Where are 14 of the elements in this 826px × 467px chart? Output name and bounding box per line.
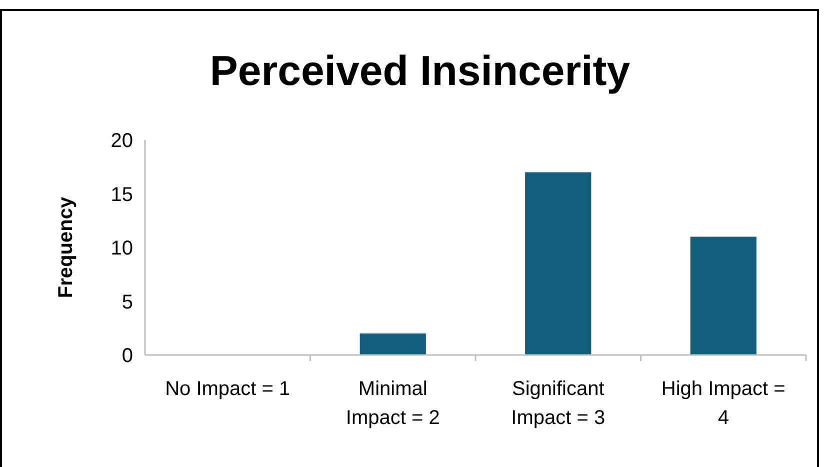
x-tick-label: Minimal Impact = 2 — [346, 378, 440, 429]
bar — [360, 334, 426, 355]
chart-title: Perceived Insincerity — [210, 47, 631, 94]
y-tick-label: 20 — [110, 130, 133, 152]
y-tick-label: 10 — [110, 238, 133, 260]
bar — [525, 172, 592, 355]
x-tick-label: No Impact = 1 — [165, 378, 290, 400]
y-tick-label: 15 — [110, 184, 133, 206]
x-tick-label: Significant Impact = 3 — [511, 378, 606, 429]
y-tick-label: 5 — [122, 291, 133, 314]
bar — [690, 236, 756, 355]
y-tick-label: 0 — [122, 345, 133, 367]
x-tick-label: High Impact = 4 — [661, 378, 786, 429]
y-axis-title: Frequency — [55, 196, 77, 298]
